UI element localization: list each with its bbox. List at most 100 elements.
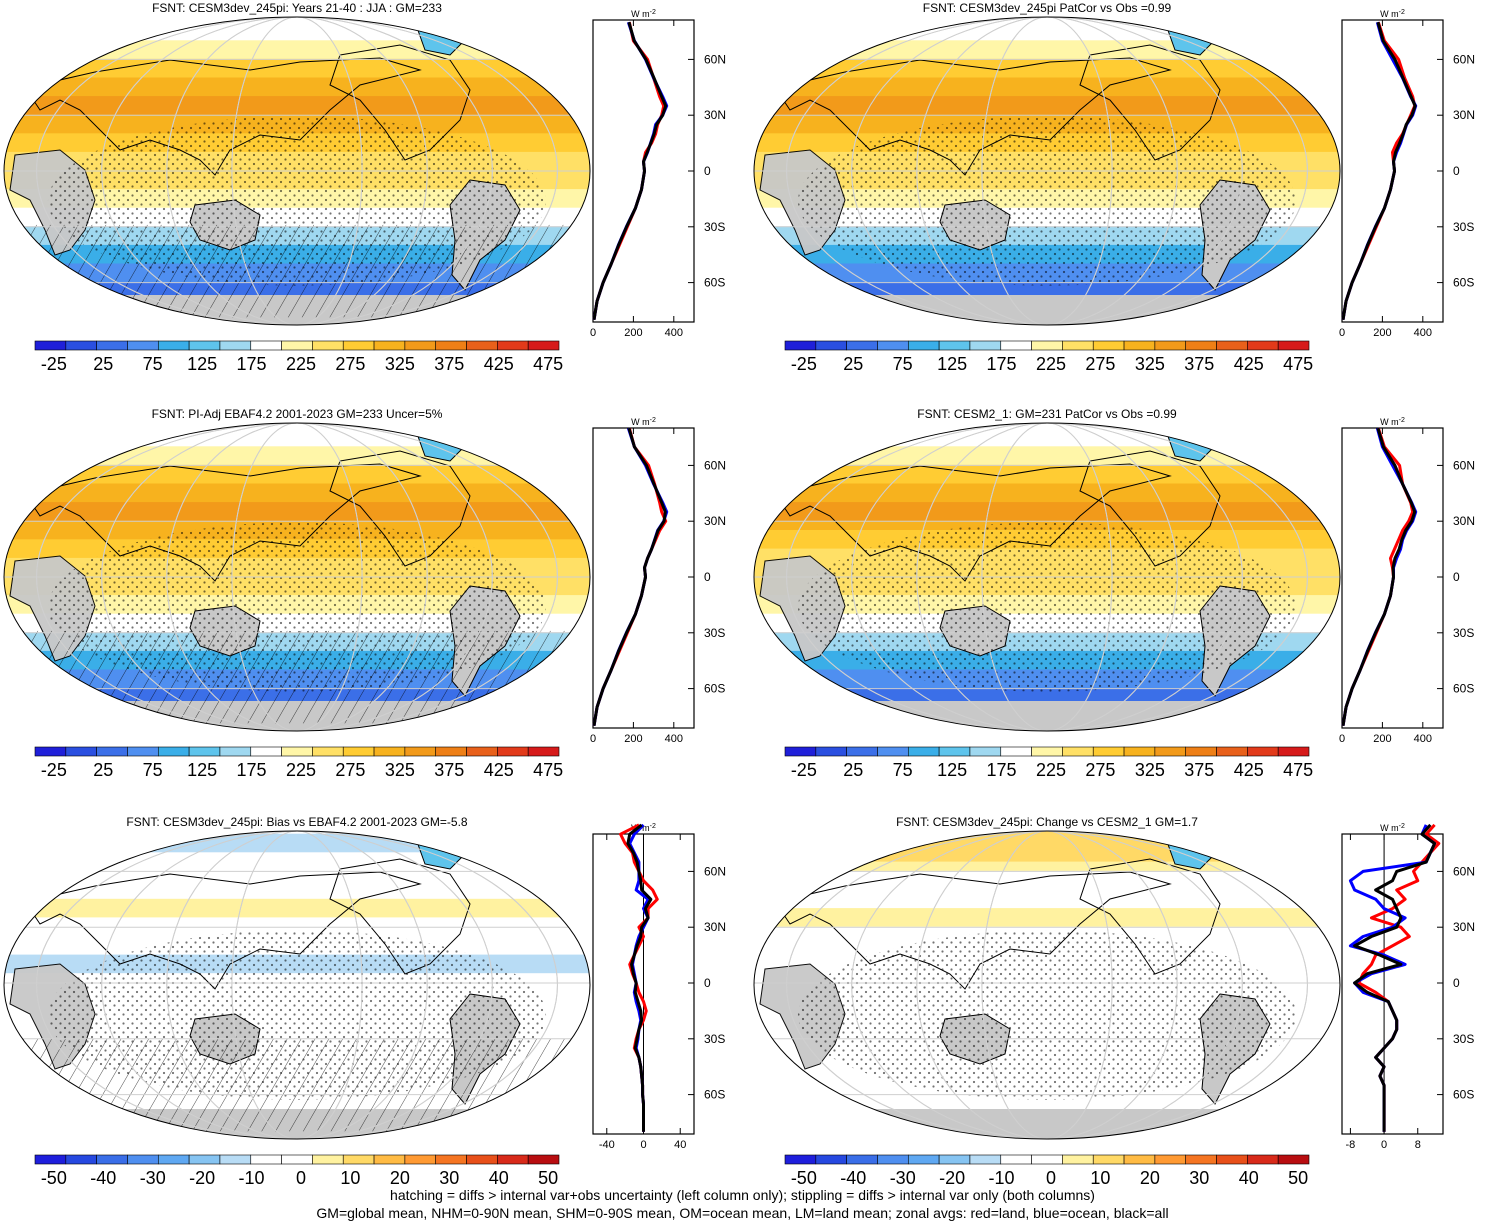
colorbar-label: 125 [187, 760, 217, 780]
graticule-lon [981, 831, 1113, 1139]
map-field-2 [754, 17, 1340, 325]
zonal-plot-2: 0 200 400 W m-2 60N 30N 0 30S 60S [1339, 9, 1475, 339]
colorbar-swatch [342, 1154, 375, 1165]
colorbar-swatch [1216, 340, 1248, 351]
colorbar-swatch [96, 1154, 128, 1165]
colorbar-swatch [846, 340, 878, 351]
colorbar-swatch [877, 1154, 909, 1165]
colorbar-swatch [65, 340, 97, 351]
footer-line-2: GM=global mean, NHM=0-90N mean, SHM=0-90… [316, 1205, 1169, 1221]
colorbar-swatch [435, 1154, 467, 1165]
stippling [797, 930, 1297, 1100]
lat-tick-label: 60S [704, 1088, 725, 1102]
colorbar-label: 50 [1288, 1168, 1308, 1188]
colorbar-swatch [373, 340, 406, 351]
x-tick-label: -8 [1346, 1139, 1356, 1151]
colorbar-label: 425 [484, 760, 514, 780]
colorbar-label: 175 [987, 760, 1017, 780]
map-field-4 [754, 423, 1340, 731]
zonal-band [4, 96, 590, 107]
graticule-lon [231, 831, 363, 1139]
colorbar-swatch [435, 340, 467, 351]
colorbar-swatch [527, 340, 560, 351]
colorbar-label: -30 [890, 1168, 916, 1188]
lat-tick-label: 30S [1453, 626, 1474, 640]
colorbar-label: -10 [239, 1168, 265, 1188]
colorbar-label: 375 [1184, 760, 1214, 780]
unit-superscript: -2 [650, 823, 656, 830]
colorbar-swatch [219, 1154, 252, 1165]
zonal-band [754, 464, 1340, 485]
colorbar-label: 75 [893, 354, 913, 374]
colorbar-label: 375 [434, 760, 464, 780]
footer-line-1: hatching = diffs > internal var+obs unce… [390, 1187, 1095, 1203]
zonal-series-all [626, 823, 653, 1132]
zonal-band [4, 833, 590, 844]
colorbar-label: 25 [93, 760, 113, 780]
colorbar-swatch [281, 1154, 313, 1165]
colorbar-swatch [1031, 340, 1063, 351]
x-tick-label: 400 [665, 733, 683, 745]
colorbar-swatch [65, 746, 97, 757]
lat-tick-label: 0 [1453, 976, 1460, 990]
map-field-3 [4, 423, 590, 731]
colorbar-label: -25 [41, 354, 67, 374]
colorbar-label: 25 [843, 354, 863, 374]
colorbar-swatch [1185, 1154, 1217, 1165]
lat-tick-label: 60N [1453, 864, 1475, 878]
colorbar-swatch [1092, 1154, 1125, 1165]
zonal-band [4, 861, 590, 872]
colorbar-swatch [1031, 1154, 1063, 1165]
graticule-lon [231, 17, 363, 325]
zonal-series-all [592, 21, 668, 321]
colorbar-label: 125 [937, 354, 967, 374]
continent-antarctica [754, 1109, 1340, 1139]
colorbar-label: 275 [1085, 354, 1115, 374]
zonal-band [754, 861, 1340, 872]
zonal-band [754, 40, 1340, 60]
polar-band-north [754, 423, 1340, 430]
colorbar-label: 20 [390, 1168, 410, 1188]
zonal-band [4, 40, 590, 60]
colorbar-swatch [404, 746, 437, 757]
colorbar-swatch [784, 746, 817, 757]
zonal-band [4, 58, 590, 79]
zonal-band [4, 502, 590, 513]
zonal-band [754, 511, 1340, 522]
x-tick-label: 200 [1373, 327, 1391, 339]
zonal-band [754, 1103, 1340, 1114]
colorbar-label: -40 [840, 1168, 866, 1188]
graticule-lon [166, 423, 428, 731]
graticule-lon [981, 423, 1113, 731]
x-tick-label: 200 [624, 327, 642, 339]
colorbar-swatch [497, 746, 529, 757]
colorbar-label: 325 [385, 760, 415, 780]
colorbar-label: 375 [1184, 354, 1214, 374]
zonal-band [754, 446, 1340, 466]
colorbar-label: 10 [1090, 1168, 1110, 1188]
colorbar-label: -50 [791, 1168, 817, 1188]
map-outline [3, 16, 591, 326]
panel-title-2: FSNT: CESM3dev_245pi PatCor vs Obs =0.99 [923, 1, 1172, 15]
colorbar-swatch [1185, 340, 1217, 351]
graticule-lon [101, 423, 493, 731]
zonal-band [754, 483, 1340, 504]
colorbar-label: -10 [989, 1168, 1015, 1188]
map-field-6 [754, 831, 1340, 1139]
graticule-lon [36, 17, 558, 325]
colorbar-swatch [1277, 746, 1310, 757]
zonal-plot-1: 0 200 400 W m-2 60N 30N 0 30S 60S [590, 9, 726, 339]
colorbar-label: 30 [439, 1168, 459, 1188]
unit-superscript: -2 [650, 417, 656, 424]
lat-tick-label: 0 [1453, 570, 1460, 584]
zonal-band [754, 898, 1340, 910]
zonal-band [754, 908, 1340, 919]
zonal-series-all [1353, 823, 1437, 1132]
x-tick-label: 200 [624, 733, 642, 745]
graticule-lon [36, 831, 558, 1139]
colorbar-label: 75 [143, 760, 163, 780]
zonal-band [754, 852, 1340, 863]
x-tick-label: 0 [590, 327, 596, 339]
colorbar-label: 25 [843, 760, 863, 780]
